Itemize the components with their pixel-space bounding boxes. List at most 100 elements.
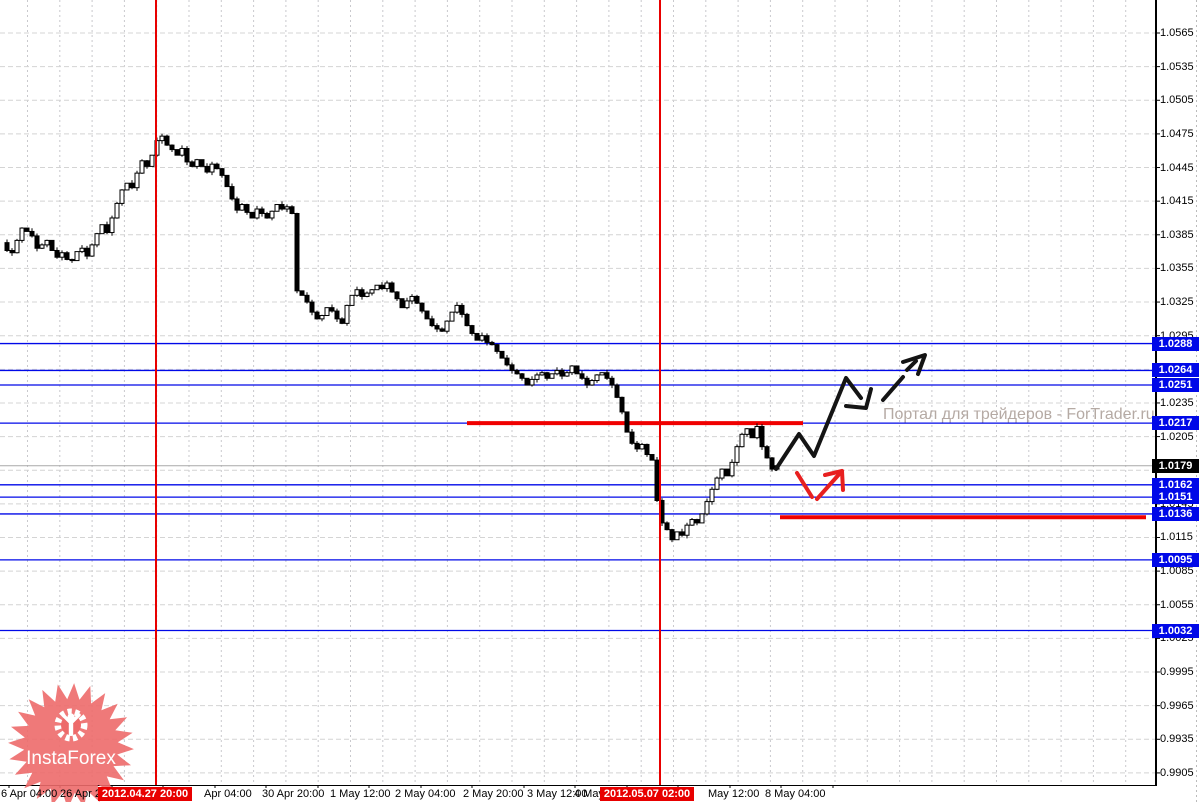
candle-body (624, 411, 630, 433)
candle-body (439, 328, 445, 332)
forecast-up-arrow (905, 359, 918, 372)
candle-body (654, 459, 660, 501)
candle-body (674, 531, 680, 541)
pullback-red-arrow (823, 469, 845, 492)
candle-body (44, 239, 50, 246)
candle-body (644, 443, 650, 456)
candle-body (109, 217, 115, 234)
candle-body (539, 372, 545, 376)
candle-body (639, 443, 645, 450)
candle-body (589, 380, 595, 386)
starburst (8, 683, 134, 802)
candle-body (594, 374, 600, 382)
candle-body (409, 295, 415, 302)
candle-body (264, 212, 270, 219)
candle-body (314, 311, 320, 320)
candle-body (484, 335, 490, 343)
candle-body (279, 204, 285, 210)
candle-body (259, 208, 265, 214)
candle-body (599, 372, 605, 376)
candle-body (749, 428, 755, 439)
candle-body (249, 211, 255, 219)
candle-body (424, 310, 430, 320)
candle-body (159, 135, 165, 142)
candle-body (459, 304, 465, 315)
candle-body (584, 377, 590, 386)
instaforex-logo: InstaForex (8, 683, 134, 802)
candle-body (329, 307, 335, 312)
candle-body (69, 258, 75, 262)
candle-body (764, 446, 770, 459)
candle-body (664, 522, 670, 531)
candle-body (449, 311, 455, 322)
candle-body (419, 302, 425, 312)
candle-body (404, 300, 410, 309)
candle-body (414, 295, 420, 304)
candle-body (9, 249, 15, 254)
candle-body (474, 332, 480, 341)
candle-body (689, 519, 695, 526)
candle-body (134, 172, 140, 189)
candle-body (359, 289, 365, 297)
candle-body (209, 163, 215, 173)
candle-body (609, 377, 615, 386)
candle-body (149, 154, 155, 167)
candle-body (114, 202, 120, 219)
candle-body (759, 425, 765, 448)
forecast-up-arrow (844, 387, 873, 410)
candle-body (729, 461, 735, 477)
candle-body (649, 454, 655, 461)
candle-body (704, 501, 710, 515)
candle-body (54, 249, 60, 258)
candle-body (534, 374, 540, 380)
candle-body (464, 313, 470, 327)
candle-body (139, 160, 145, 174)
candle-body (629, 431, 635, 444)
candle-body (184, 147, 190, 163)
candle-body (434, 325, 440, 330)
candle-body (709, 488, 715, 503)
candle-body (549, 373, 555, 379)
candle-body (174, 149, 180, 156)
candle-body (74, 251, 80, 262)
candle-body (519, 373, 525, 379)
candle-body (164, 135, 170, 146)
candle-body (34, 235, 40, 249)
candle-body (334, 310, 340, 320)
candle-body (739, 433, 745, 448)
candle-body (79, 247, 85, 253)
candle-body (564, 372, 570, 377)
candle-body (429, 318, 435, 327)
candle-body (684, 524, 690, 536)
candle-body (229, 186, 235, 200)
candle-body (309, 301, 315, 313)
candle-body (469, 325, 475, 334)
candle-body (24, 227, 30, 232)
candle-body (224, 174, 230, 188)
candle-body (389, 282, 395, 293)
candle-body (669, 529, 675, 541)
candle-body (529, 378, 535, 386)
candle-body (399, 298, 405, 309)
forecast-up-arrow (901, 353, 927, 376)
candle-body (49, 239, 55, 251)
candle-body (104, 224, 110, 234)
candle-body (494, 344, 500, 352)
candle-body (719, 468, 725, 479)
pullback-red-arrow (815, 469, 844, 501)
candle-body (604, 372, 610, 379)
candle-body (84, 247, 90, 257)
gear-person-icon (54, 708, 88, 742)
candle-body (349, 294, 355, 306)
candle-body (509, 364, 515, 371)
watermark-text: Портал для трейдеров - ForTrader.ru (883, 406, 1155, 423)
candle-body (619, 396, 625, 413)
candle-body (194, 159, 200, 167)
candle-body (394, 291, 400, 300)
instaforex-wordmark: InstaForex (26, 748, 116, 769)
candle-body (554, 369, 560, 375)
candle-body (514, 369, 520, 375)
candle-body (544, 372, 550, 379)
